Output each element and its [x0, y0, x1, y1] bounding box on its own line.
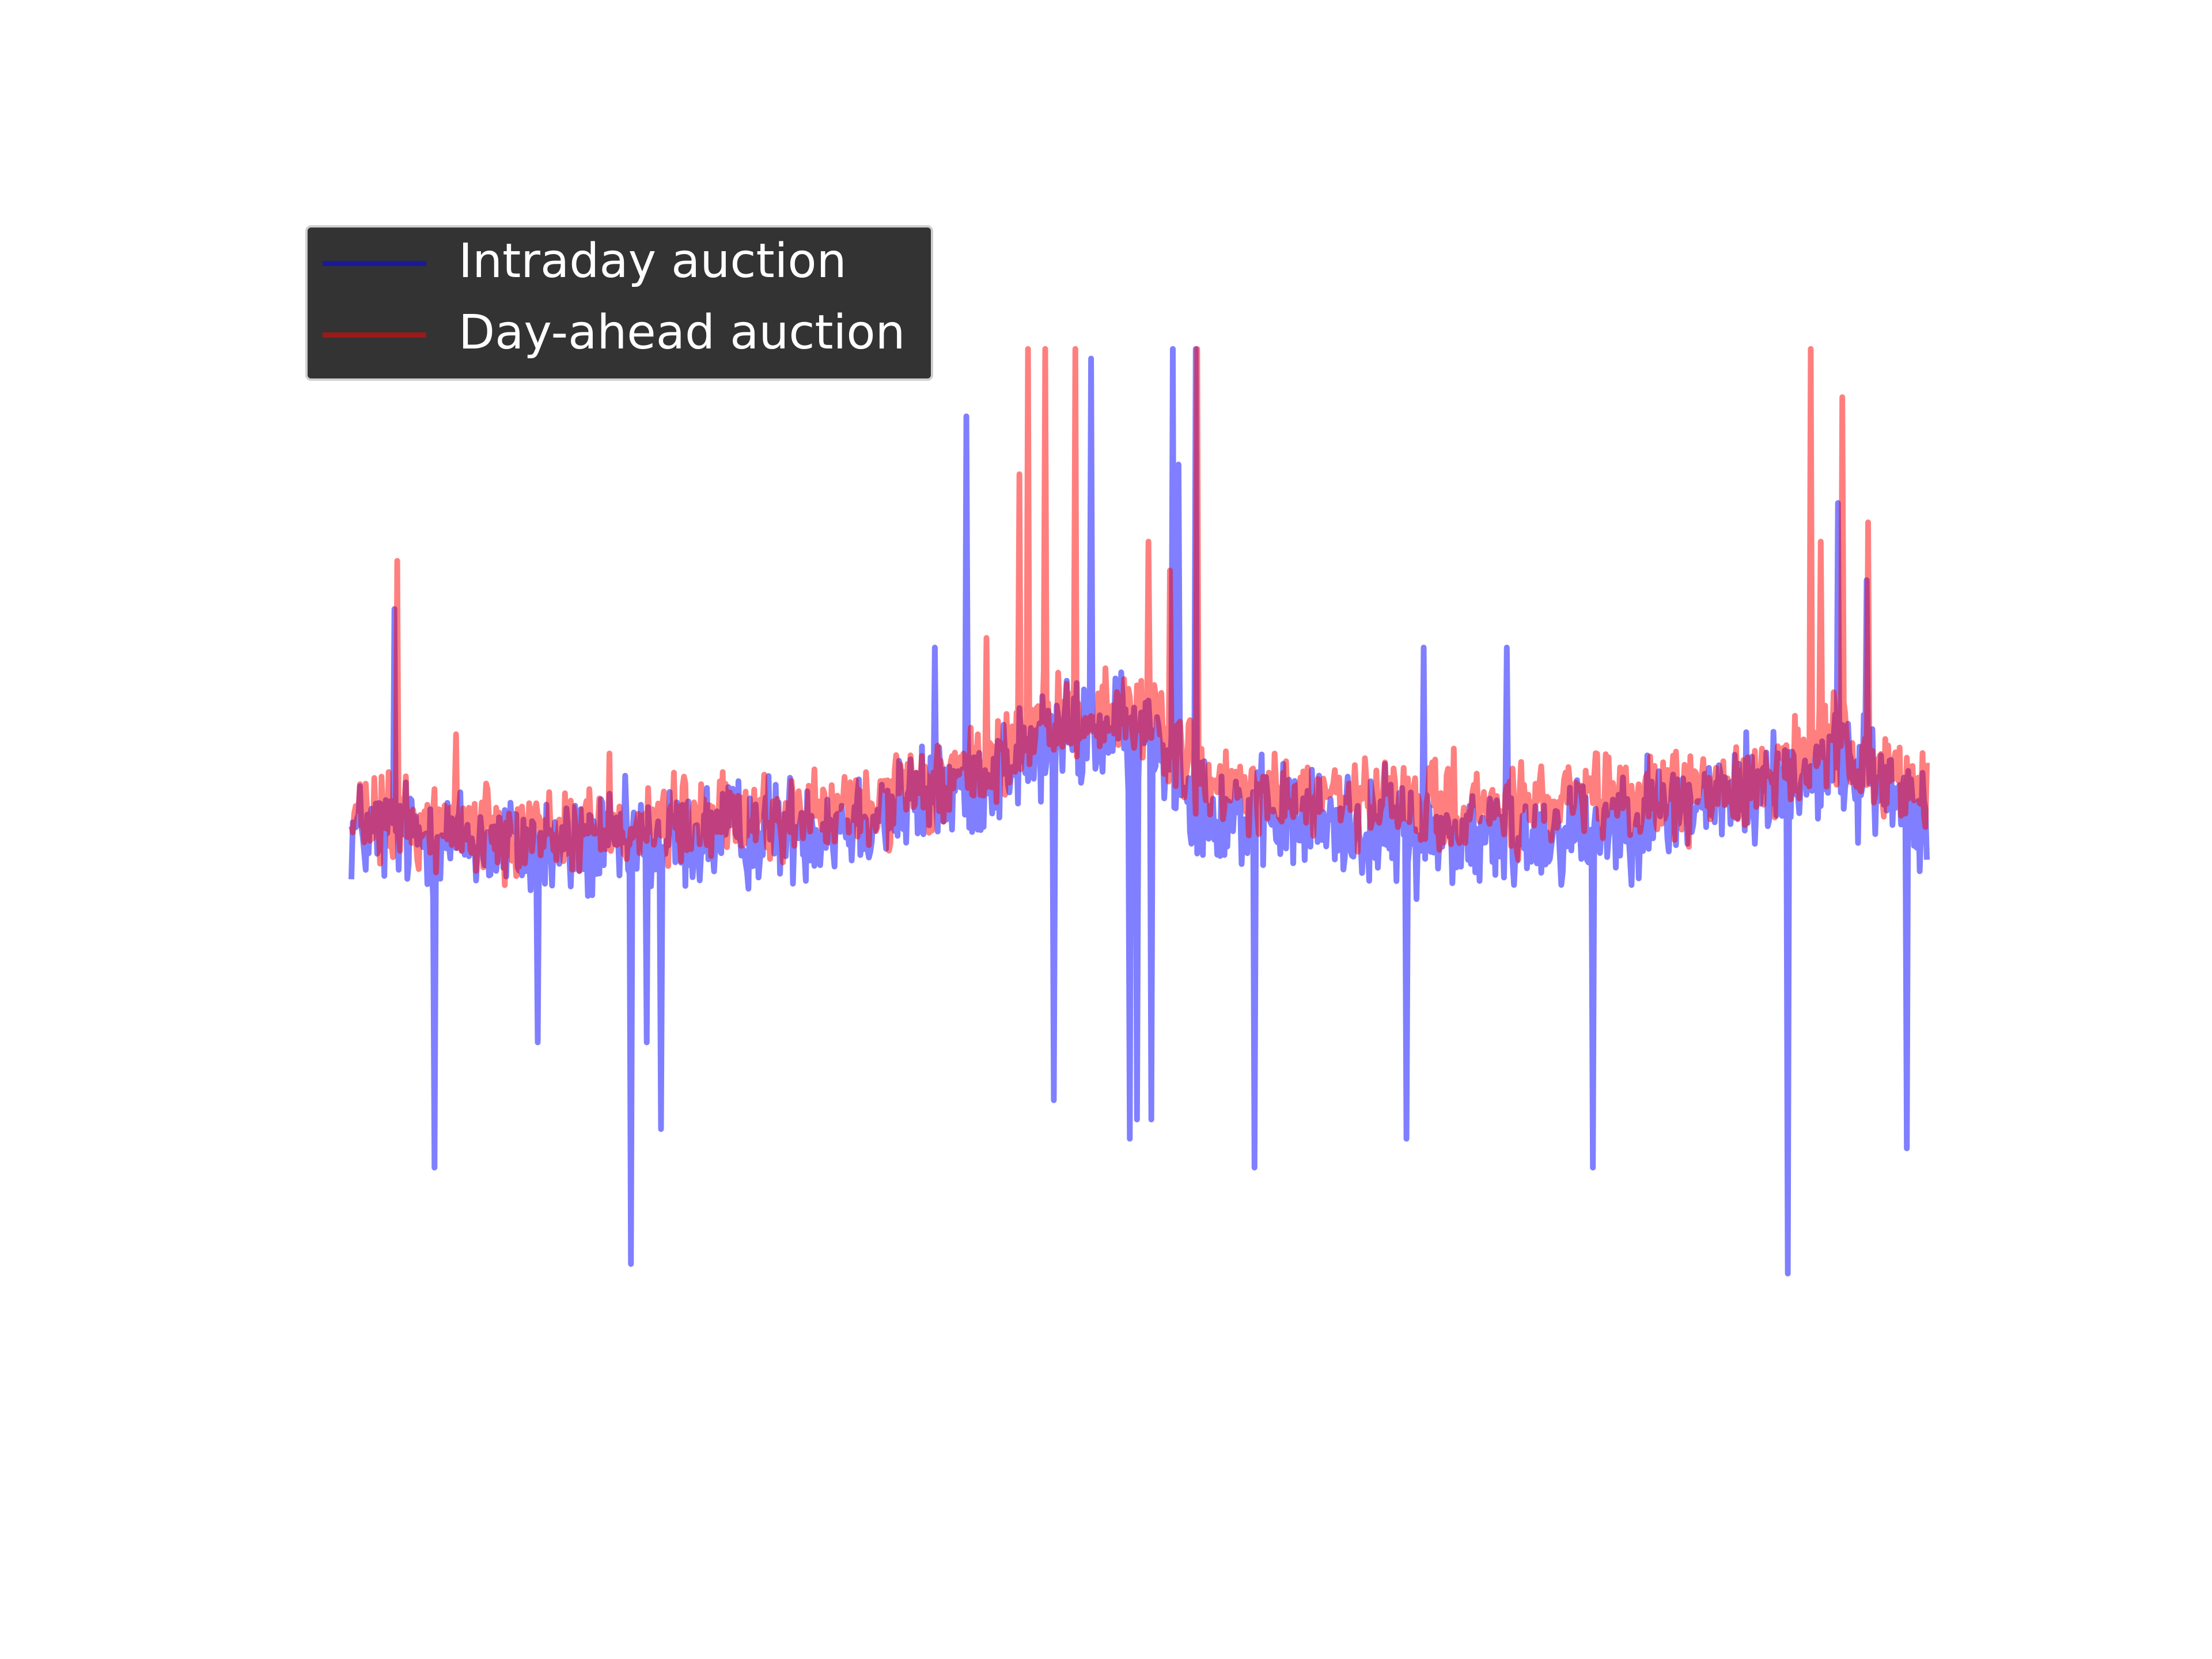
legend-label-intraday: Intraday auction	[459, 234, 847, 289]
legend-item-intraday: Intraday auction	[308, 228, 931, 297]
legend: Intraday auction Day-ahead auction	[305, 225, 933, 381]
plot-area	[349, 346, 1930, 1277]
legend-swatch-intraday	[323, 261, 426, 266]
legend-item-day-ahead: Day-ahead auction	[308, 299, 931, 368]
legend-swatch-day-ahead	[323, 332, 426, 338]
series-line-day-ahead	[349, 346, 1930, 888]
legend-label-day-ahead: Day-ahead auction	[459, 305, 906, 360]
